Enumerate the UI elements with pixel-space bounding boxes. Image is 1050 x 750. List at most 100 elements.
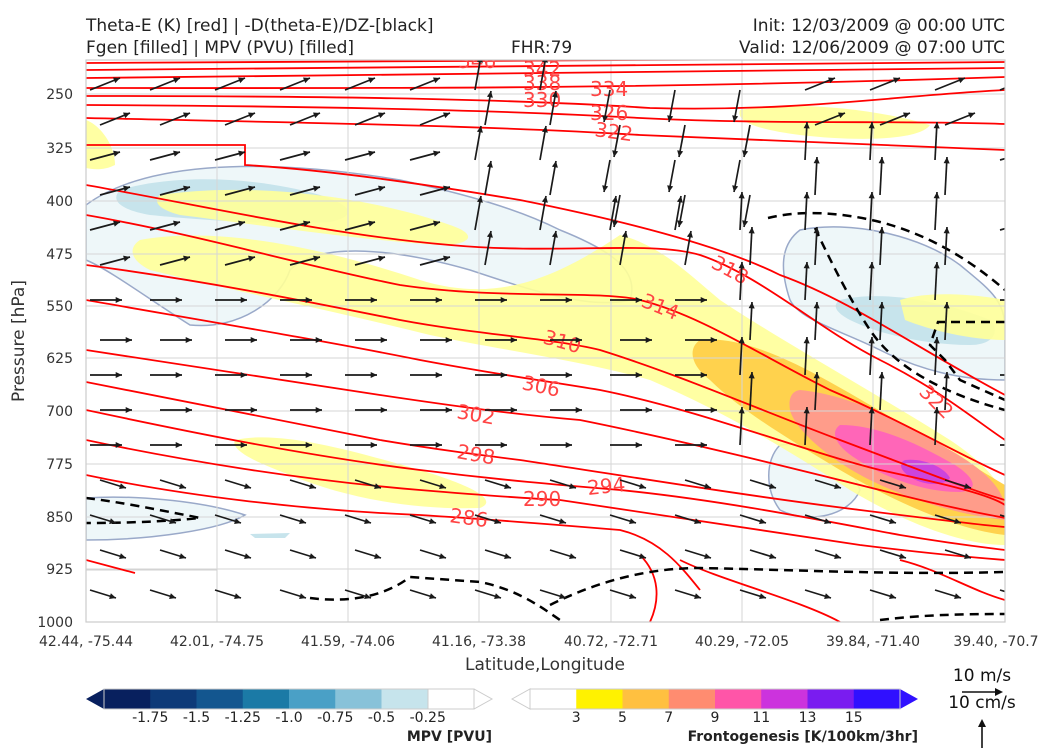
wind-vector-head — [943, 302, 950, 309]
wind-vector-head — [443, 185, 450, 192]
wind-vector — [1010, 550, 1036, 558]
colorbar-tick-label: 13 — [799, 710, 817, 726]
wind-vector-head — [303, 77, 310, 84]
wind-vector-head — [123, 185, 130, 192]
wind-vector — [814, 156, 818, 196]
wind-vector-head — [443, 112, 450, 119]
fgen-colorbar-cells — [530, 689, 901, 709]
wind-vector-head — [933, 122, 940, 129]
x-tick: 41.16, -73.38 — [432, 634, 526, 650]
mpv-colorbar-min-arrow — [86, 689, 104, 709]
x-axis: 42.44, -75.44 42.01, -74.75 41.59, -74.0… — [39, 634, 1039, 675]
wind-vector-head — [368, 150, 375, 157]
wind-vector-head — [315, 336, 322, 344]
wind-vector-head — [964, 553, 971, 560]
wind-vector-head — [240, 371, 247, 379]
colorbar-tick-label: 3 — [572, 710, 581, 726]
wind-vector-head — [635, 371, 642, 379]
wind-vector — [879, 156, 883, 196]
wind-vector-head — [878, 227, 885, 234]
theta-e-318 — [86, 184, 1005, 441]
wind-vector-head — [109, 518, 116, 525]
wind-vector-head — [240, 441, 247, 449]
wind-vector — [814, 226, 818, 266]
wind-vector-head — [248, 185, 255, 192]
wind-vector-head — [185, 336, 192, 344]
wind-vector-head — [541, 196, 548, 203]
theta-label: 294 — [586, 472, 626, 500]
wind-vector-head — [565, 441, 572, 449]
wind-vector-head — [1033, 186, 1040, 192]
theta-e-314 — [86, 214, 1005, 476]
colorbar-cell — [150, 689, 197, 709]
wind-vector-head — [742, 150, 749, 157]
colorbar-tick-label: -1.75 — [132, 710, 168, 726]
theta-e-322 — [86, 117, 1005, 151]
wind-vector-head — [234, 593, 241, 600]
theta-e-290 — [86, 439, 1005, 561]
wind-vector-head — [868, 192, 875, 199]
wind-vector-head — [834, 553, 841, 560]
wind-vector-head — [677, 150, 684, 157]
theta-e-322b — [86, 144, 1005, 396]
wind-vector-head — [504, 553, 511, 560]
colorbar-tick-label: 7 — [664, 710, 673, 726]
y-tick: 925 — [46, 562, 73, 578]
wind-vector-head — [305, 296, 312, 304]
theta-e-286 — [86, 474, 701, 591]
fgen-colorbar-title: Frontogenesis [K/100km/3hr] — [688, 729, 918, 745]
wind-vector-head — [169, 593, 176, 600]
wind-vector-head — [238, 150, 245, 157]
wind-vector — [879, 371, 883, 411]
wind-vector-head — [667, 185, 674, 192]
wind-vector-head — [429, 518, 436, 525]
wind-vector-head — [759, 518, 766, 525]
theta-e-lower-2 — [639, 554, 658, 622]
grid — [86, 60, 1005, 622]
wind-vector-head — [1023, 78, 1030, 84]
x-tick: 42.01, -74.75 — [170, 634, 264, 650]
theta-e-lower-4 — [899, 559, 1005, 601]
wind-vector-head — [565, 371, 572, 379]
wind-vector-head — [476, 126, 483, 133]
wind-vector-head — [374, 483, 381, 490]
wind-vector-head — [378, 112, 385, 119]
stability-contours — [86, 211, 1005, 622]
forecast-hour: FHR:79 — [511, 38, 573, 58]
vector-ref-vertical-label: 10 cm/s — [948, 693, 1016, 713]
wind-vector-head — [313, 112, 320, 119]
wind-vector — [999, 589, 1005, 593]
y-tick: 775 — [46, 457, 73, 473]
y-tick: 400 — [46, 194, 73, 210]
wind-vector-head — [299, 518, 306, 525]
wind-vector-head — [1026, 372, 1032, 378]
wind-vector-head — [899, 553, 906, 560]
colorbar-tick-label: -0.25 — [410, 710, 446, 726]
wind-vector-head — [933, 407, 940, 414]
wind-vector-head — [370, 371, 377, 379]
stability-east-2 — [813, 227, 1005, 412]
mpv-fill-lower-west — [86, 496, 247, 541]
wind-vector — [804, 336, 808, 376]
wind-vector-head — [629, 593, 636, 600]
stability-east — [767, 211, 1005, 291]
wind-vector-head — [828, 77, 835, 84]
wind-vector-head — [612, 220, 619, 227]
wind-vector-head — [443, 255, 450, 262]
wind-vector-head — [1033, 113, 1040, 119]
wind-vector-head — [435, 441, 442, 449]
theta-e-306 — [86, 299, 1005, 506]
wind-vector-head — [115, 441, 122, 449]
wind-vector-head — [635, 441, 642, 449]
wind-vector-head — [954, 593, 961, 600]
wind-vector — [814, 371, 818, 411]
colorbar-tick-label: 11 — [752, 710, 770, 726]
wind-vector-head — [313, 255, 320, 262]
wind-vector-head — [551, 231, 558, 238]
wind-vector-head — [694, 593, 701, 600]
wind-vector-head — [878, 157, 885, 164]
colorbar-cell — [622, 689, 670, 709]
wind-vector-head — [500, 441, 507, 449]
colorbar-cell — [576, 689, 623, 709]
wind-vector — [869, 191, 873, 231]
